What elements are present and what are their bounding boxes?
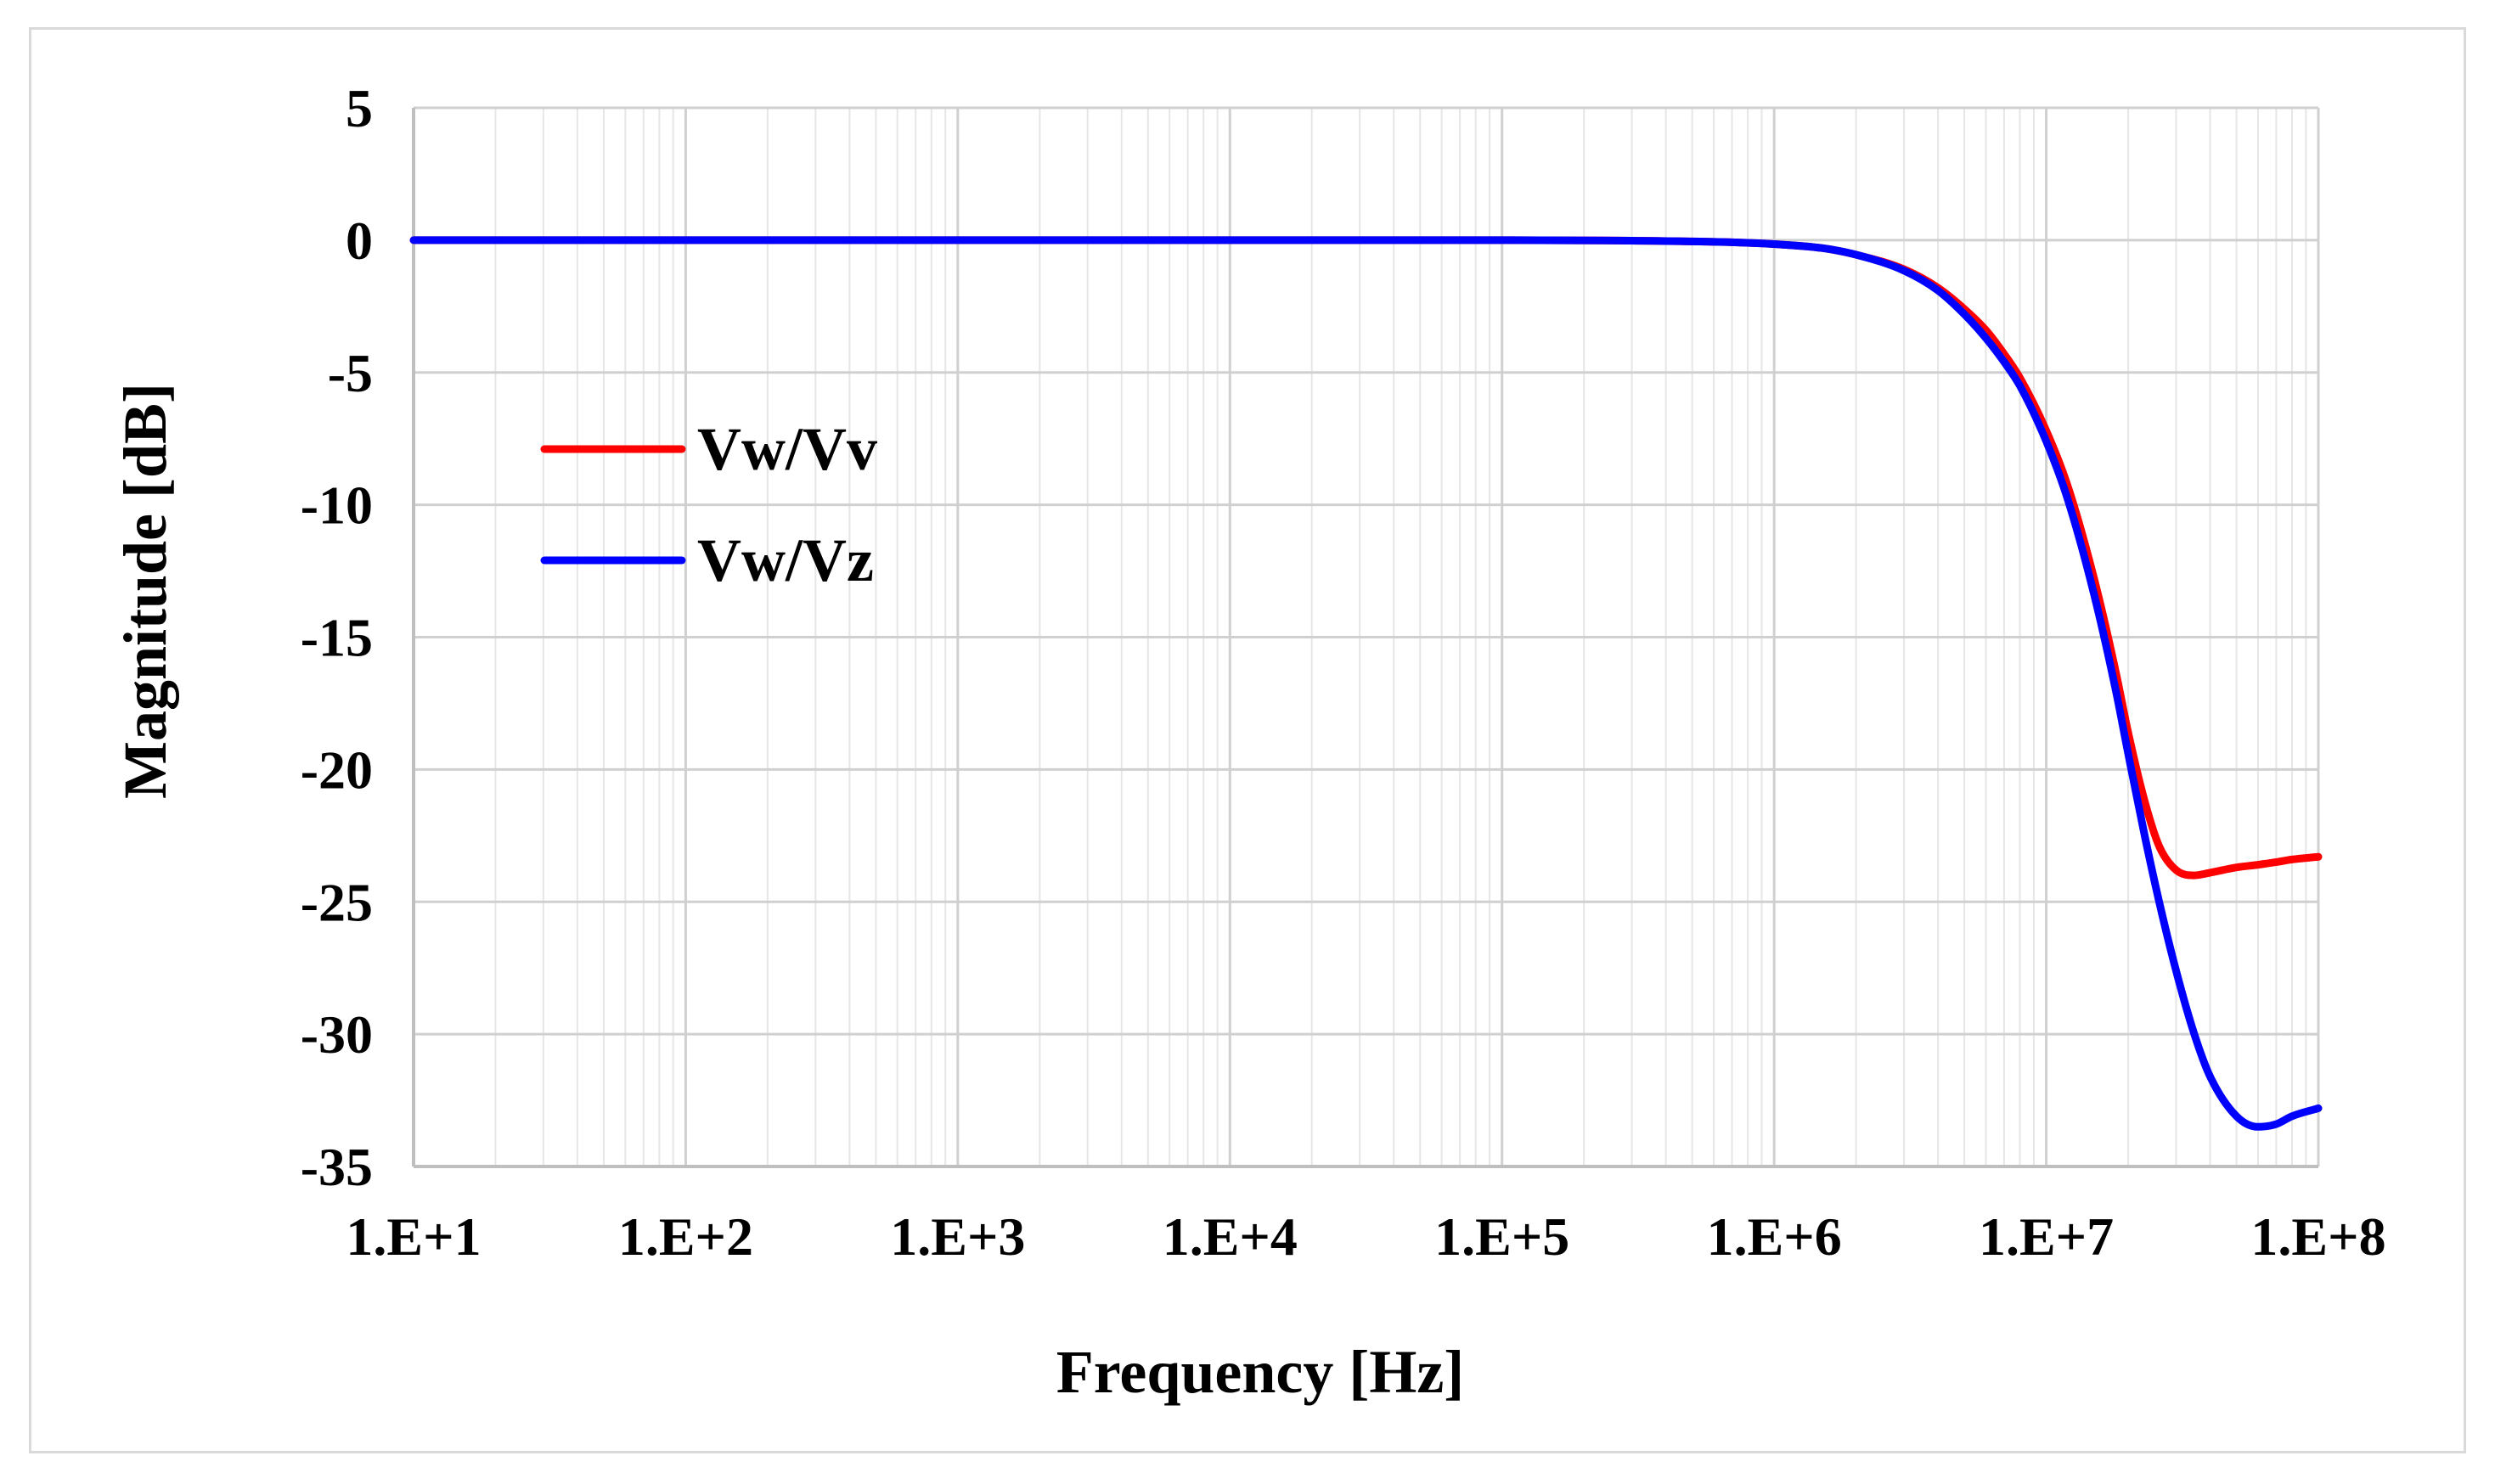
x-tick-label: 1.E+1: [346, 1206, 481, 1267]
labels-layer: 1.E+1 1.E+2 1.E+3 1.E+4 1.E+5 1.E+6 1.E+7 1.E+8…: [301, 78, 2386, 1267]
x-tick-label: 1.E+6: [1707, 1206, 1842, 1267]
y-tick-label: 0: [346, 211, 373, 271]
x-tick-label: 1.E+7: [1979, 1206, 2114, 1267]
y-tick-label: -35: [301, 1137, 373, 1197]
x-tick-label: 1.E+8: [2250, 1206, 2385, 1267]
legend: Vw/Vv Vw/Vz: [540, 415, 877, 594]
y-tick-label: -20: [301, 739, 373, 800]
grid-layer: [414, 106, 2320, 1166]
x-tick-label: 1.E+5: [1434, 1206, 1569, 1267]
y-tick-label: -10: [301, 475, 373, 536]
y-tick-label: -30: [301, 1004, 373, 1065]
axes-layer: [412, 108, 2318, 1168]
x-tick-label: 1.E+3: [890, 1206, 1025, 1267]
x-axis-title: Frequency [Hz]: [1056, 1338, 1465, 1406]
chart-svg: 1.E+1 1.E+2 1.E+3 1.E+4 1.E+5 1.E+6 1.E+7 1.E+8…: [111, 78, 2386, 1406]
series-line-vw-vz: [409, 236, 2323, 1131]
x-tick-label: 1.E+2: [618, 1206, 753, 1267]
legend-label-vw-vz: Vw/Vz: [697, 526, 874, 594]
x-tick-label: 1.E+4: [1163, 1206, 1298, 1267]
legend-label-vw-vv: Vw/Vv: [697, 415, 877, 483]
y-tick-label: -5: [328, 343, 373, 403]
y-tick-label: 5: [346, 78, 373, 138]
y-axis-title: Magnitude [dB]: [111, 383, 179, 799]
series-layer: [409, 236, 2323, 1131]
chart-frame: 1.E+1 1.E+2 1.E+3 1.E+4 1.E+5 1.E+6 1.E+7 1.E+8…: [29, 27, 2466, 1453]
y-tick-label: -25: [301, 872, 373, 932]
y-tick-label: -15: [301, 608, 373, 668]
